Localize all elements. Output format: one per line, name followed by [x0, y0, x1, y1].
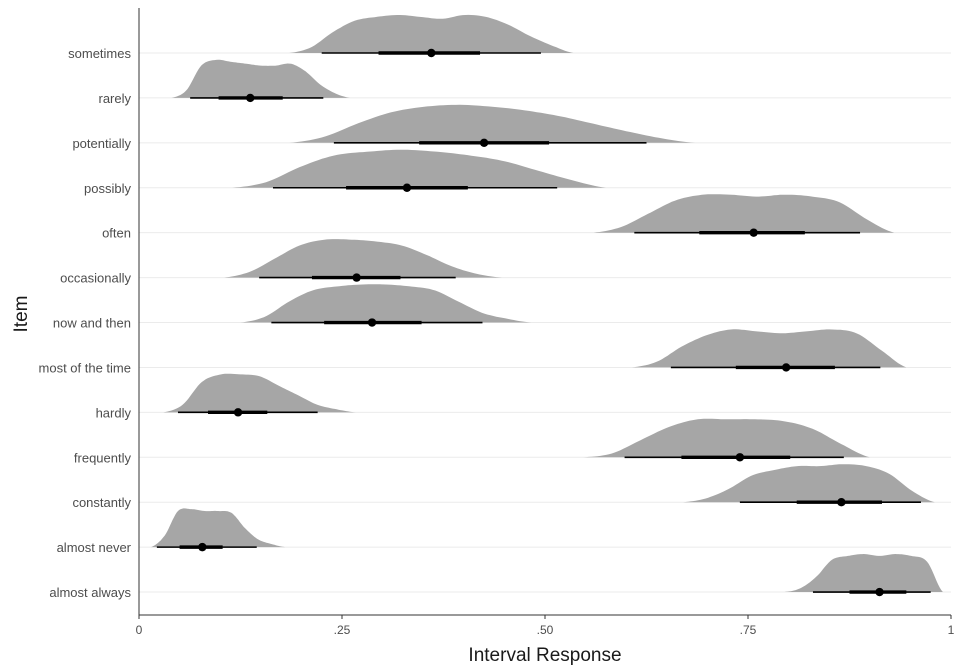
density-often: [593, 194, 895, 233]
point-estimate: [749, 228, 758, 237]
point-estimate: [875, 587, 884, 597]
y-tick-label: possibly: [84, 181, 131, 196]
point-estimate: [367, 318, 377, 327]
point-estimate: [837, 498, 846, 507]
y-tick-label: most of the time: [39, 360, 131, 375]
y-tick-label: potentially: [72, 136, 131, 151]
point-estimate: [735, 453, 745, 462]
x-tick-label: .50: [537, 623, 554, 637]
density-occasionally: [224, 239, 503, 278]
density-layer: [151, 14, 943, 592]
density-hardly: [163, 373, 356, 413]
point-estimate: [233, 408, 243, 417]
density-possibly: [232, 149, 606, 188]
density-frequently: [583, 418, 870, 458]
x-tick-label: .25: [334, 623, 351, 637]
y-tick-label: sometimes: [68, 46, 131, 61]
point-estimate: [479, 138, 489, 148]
density-sometimes: [289, 14, 574, 53]
y-tick-label: now and then: [53, 316, 131, 331]
point-estimate: [427, 48, 436, 58]
point-estimate: [246, 93, 255, 103]
interval-layer: [156, 48, 931, 597]
point-estimate: [402, 183, 412, 192]
x-axis-title: Interval Response: [468, 645, 621, 666]
y-tick-labels: sometimes rarely potentially possibly often o…: [39, 46, 132, 600]
y-tick-label: often: [102, 226, 131, 241]
x-tick-label: .75: [740, 623, 757, 637]
density-constantly: [683, 464, 935, 503]
y-tick-label: occasionally: [60, 271, 131, 286]
point-estimate: [352, 273, 361, 282]
density-almost-never: [151, 508, 286, 548]
y-tick-label: almost always: [49, 585, 131, 600]
point-estimate: [781, 363, 791, 372]
y-tick-label: frequently: [74, 450, 132, 465]
y-tick-label: almost never: [57, 540, 132, 555]
point-estimate: [198, 542, 207, 552]
density-almost-always: [784, 554, 943, 592]
x-tick-labels: 0 .25 .50 .75 1: [136, 615, 955, 637]
density-potentially: [289, 104, 696, 143]
density-rarely: [171, 59, 351, 98]
y-axis-title: Item: [11, 296, 32, 333]
y-tick-label: rarely: [98, 91, 131, 106]
y-tick-label: hardly: [96, 405, 132, 420]
density-now-and-then: [240, 284, 532, 323]
density-most-of-the-time: [631, 329, 907, 368]
y-tick-label: constantly: [72, 495, 131, 510]
x-tick-label: 0: [136, 623, 143, 637]
x-tick-label: 1: [948, 623, 955, 637]
